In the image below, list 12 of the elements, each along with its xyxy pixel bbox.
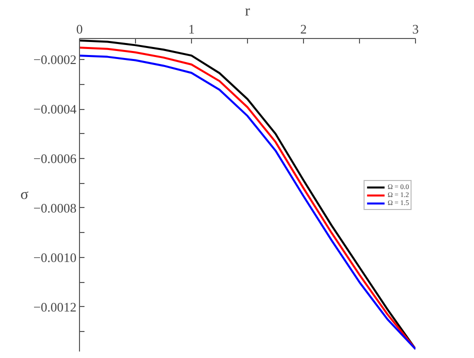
y-tick-label: −0.0012 [33,299,77,314]
x-tick-label: 2 [300,22,307,36]
y-tick-label: −0.0006 [33,151,77,166]
x-axis-title: r [245,4,250,20]
y-tick-label: −0.0008 [33,200,77,216]
x-tick-label: 0 [76,22,83,36]
y-tick-label: −0.0010 [33,250,77,265]
y-tick-label: −0.0002 [33,52,77,68]
x-tick-label: 3 [412,22,419,36]
x-tick-label: 1 [188,22,195,36]
y-axis-title: σ [20,187,28,203]
y-tick-label: −0.0004 [33,102,77,117]
